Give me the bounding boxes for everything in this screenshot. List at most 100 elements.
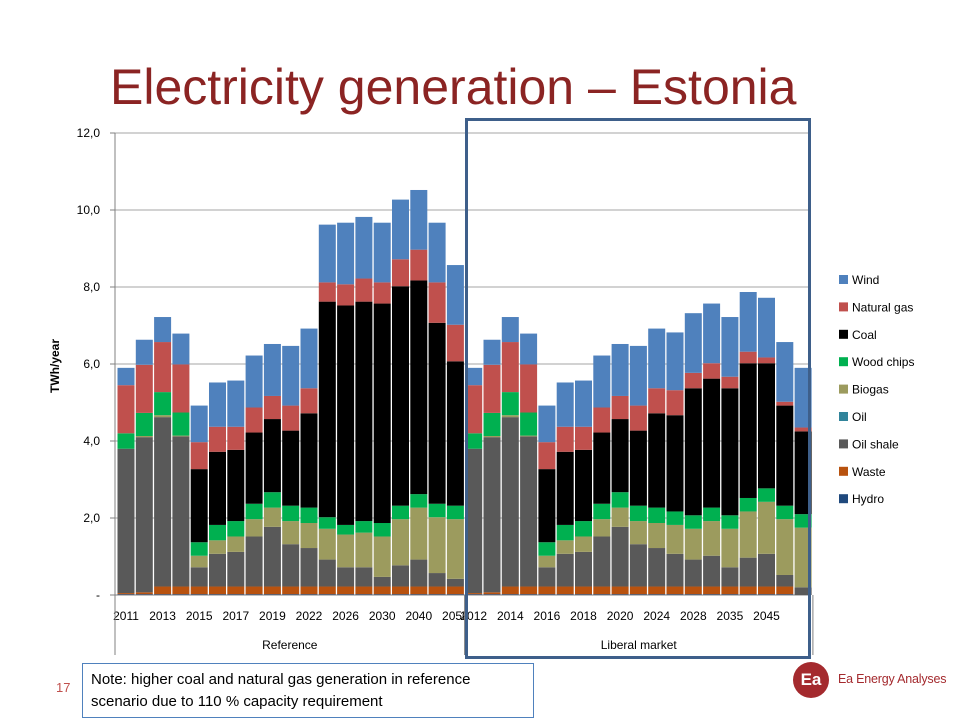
bar-segment-hydro xyxy=(245,594,263,595)
bar-segment-coal xyxy=(629,430,647,506)
bar-segment-wood-chips xyxy=(611,492,629,508)
bar-segment-wood-chips xyxy=(117,433,135,449)
x-tick-label: 2030 xyxy=(369,609,396,623)
bar-segment-waste xyxy=(739,586,757,595)
bar-segment-wind xyxy=(300,328,318,389)
bar-segment-natural-gas xyxy=(190,442,208,470)
bar-segment-wood-chips xyxy=(794,514,812,528)
x-tick-label: 2022 xyxy=(296,609,323,623)
bar-segment-oil-shale xyxy=(245,536,263,587)
bar-segment-natural-gas xyxy=(428,282,446,323)
bar-segment-wood-chips xyxy=(758,488,775,502)
legend-swatch xyxy=(839,466,848,476)
bar-segment-hydro xyxy=(318,594,336,595)
legend-label: Oil xyxy=(852,410,867,424)
bar-segment-biogas xyxy=(520,435,538,437)
bar-segment-wood-chips xyxy=(355,521,373,533)
bar-segment-biogas xyxy=(758,501,775,554)
bar-segment-wind xyxy=(428,222,446,283)
bar-segment-wind xyxy=(117,367,135,386)
bar-segment-biogas xyxy=(373,536,391,577)
bar-segment-hydro xyxy=(263,594,281,595)
y-tick-label: 4,0 xyxy=(83,434,100,448)
bar-segment-wood-chips xyxy=(666,511,684,525)
bar-segment-natural-gas xyxy=(593,407,611,433)
bar-segment-hydro xyxy=(465,594,483,595)
bar-segment-wood-chips xyxy=(300,507,318,524)
bar-segment-biogas xyxy=(721,528,739,568)
bar-segment-hydro xyxy=(721,594,739,595)
bar-segment-waste xyxy=(629,586,647,595)
bar-segment-wind xyxy=(758,297,775,358)
bar-segment-hydro xyxy=(684,594,702,595)
bar-segment-waste xyxy=(227,586,245,595)
bar-segment-coal xyxy=(245,432,263,504)
bar-segment-natural-gas xyxy=(629,405,647,431)
bar-segment-hydro xyxy=(739,594,757,595)
bar-segment-wood-chips xyxy=(373,523,391,537)
bar-segment-wind xyxy=(190,405,208,443)
bar-segment-wind xyxy=(318,224,336,283)
bar-segment-wood-chips xyxy=(739,497,757,512)
bar-segment-natural-gas xyxy=(556,426,574,452)
bar-segment-hydro xyxy=(355,594,373,595)
bar-segment-hydro xyxy=(172,594,190,595)
bar-segment-wood-chips xyxy=(227,521,245,537)
bar-segment-waste xyxy=(758,586,775,595)
bar-segment-wind xyxy=(245,355,263,408)
bar-segment-coal xyxy=(227,449,245,522)
bar-segment-oil-shale xyxy=(373,576,391,587)
bar-segment-wood-chips xyxy=(483,412,501,436)
bar-segment-wood-chips xyxy=(520,412,538,436)
bar-segment-hydro xyxy=(446,594,464,595)
bar-segment-wood-chips xyxy=(318,517,336,529)
bar-segment-biogas xyxy=(337,534,355,568)
x-tick-label: 2018 xyxy=(570,609,597,623)
bar-segment-wood-chips xyxy=(282,505,300,522)
bars xyxy=(117,189,812,595)
x-tick-label: 2045 xyxy=(753,609,780,623)
bar-segment-natural-gas xyxy=(739,351,757,364)
bar-segment-hydro xyxy=(520,594,538,595)
bar-segment-wind xyxy=(593,355,611,408)
bar-segment-biogas xyxy=(629,521,647,545)
bar-segment-biogas xyxy=(794,527,812,588)
bar-segment-coal xyxy=(703,378,721,508)
bar-segment-wind xyxy=(172,333,190,365)
bar-segment-coal xyxy=(446,361,464,506)
bar-segment-hydro xyxy=(373,594,391,595)
bar-segment-natural-gas xyxy=(538,442,556,470)
bar-segment-biogas xyxy=(538,555,556,568)
bar-segment-hydro xyxy=(666,594,684,595)
bar-segment-natural-gas xyxy=(135,364,153,413)
bar-segment-natural-gas xyxy=(684,372,702,389)
x-tick-label: 2017 xyxy=(222,609,249,623)
bar-segment-waste xyxy=(117,593,135,595)
bar-segment-natural-gas xyxy=(263,395,281,420)
bar-segment-hydro xyxy=(501,594,519,595)
bar-segment-natural-gas xyxy=(483,364,501,413)
bar-segment-natural-gas xyxy=(703,363,721,379)
bar-segment-wood-chips xyxy=(410,494,428,508)
bar-segment-biogas xyxy=(209,540,226,554)
bar-segment-oil-shale xyxy=(648,548,666,587)
legend: Wind Natural gas Coal Wood chips Biogas Oil Oi… xyxy=(839,273,914,506)
bar-segment-biogas xyxy=(135,435,153,438)
bar-segment-hydro xyxy=(209,594,226,595)
bar-segment-coal xyxy=(721,388,739,516)
bar-segment-hydro xyxy=(410,594,428,595)
group-label: Reference xyxy=(262,638,318,652)
bar-segment-oil-shale xyxy=(794,587,812,595)
legend-label: Natural gas xyxy=(852,300,913,314)
bar-segment-coal xyxy=(209,451,226,525)
legend-swatch xyxy=(839,412,848,421)
bar-segment-wind xyxy=(135,339,153,365)
bar-segment-waste xyxy=(465,593,483,595)
bar-segment-natural-gas xyxy=(154,342,172,393)
bar-segment-coal xyxy=(282,430,300,506)
bar-segment-hydro xyxy=(611,594,629,595)
bar-segment-natural-gas xyxy=(373,282,391,304)
legend-label: Hydro xyxy=(852,492,884,506)
bar-segment-hydro xyxy=(538,594,556,595)
